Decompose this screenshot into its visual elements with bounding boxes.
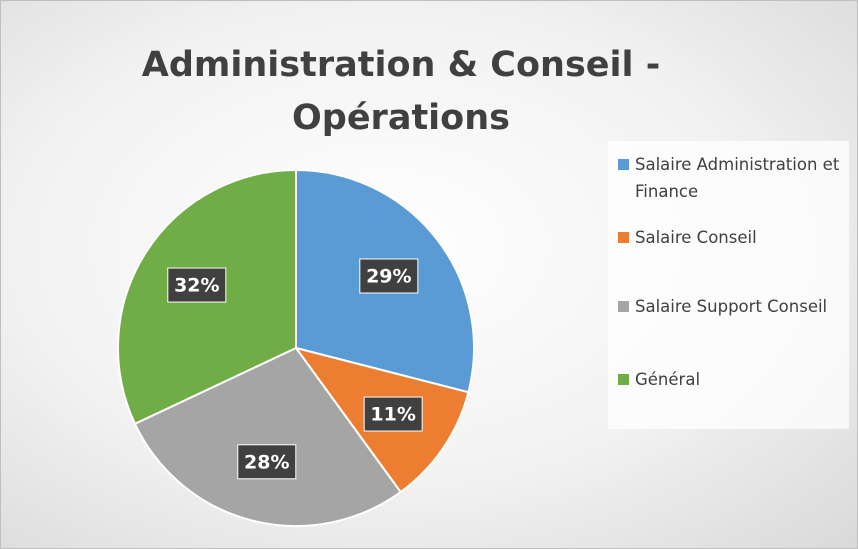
data-label-box bbox=[363, 396, 423, 432]
legend-label: Salaire Administration et Finance bbox=[635, 155, 840, 201]
legend-label: Salaire Support Conseil bbox=[635, 297, 828, 316]
legend-entry: Général bbox=[618, 366, 848, 393]
legend-label: Salaire Conseil bbox=[635, 228, 757, 247]
data-label-box bbox=[359, 258, 419, 294]
legend-entry: Salaire Conseil bbox=[618, 224, 848, 251]
data-label: 28% bbox=[244, 451, 289, 473]
data-label-box bbox=[167, 267, 227, 303]
data-label: 29% bbox=[366, 265, 411, 287]
pie-slice bbox=[133, 346, 403, 527]
legend-swatch bbox=[618, 301, 629, 312]
chart-title: Administration & Conseil - Opérations bbox=[141, 45, 661, 138]
legend-entry: Salaire Administration et Finance bbox=[618, 151, 848, 205]
data-label: 11% bbox=[370, 404, 415, 426]
legend-swatch bbox=[618, 374, 629, 385]
legend-swatch bbox=[618, 159, 629, 170]
legend-label: Général bbox=[635, 370, 701, 389]
data-label-box bbox=[237, 444, 297, 480]
legend: Salaire Administration et Finance Salaire… bbox=[608, 141, 849, 429]
data-label: 32% bbox=[174, 275, 219, 297]
legend-entry: Salaire Support Conseil bbox=[618, 293, 848, 320]
legend-swatch bbox=[618, 232, 629, 243]
